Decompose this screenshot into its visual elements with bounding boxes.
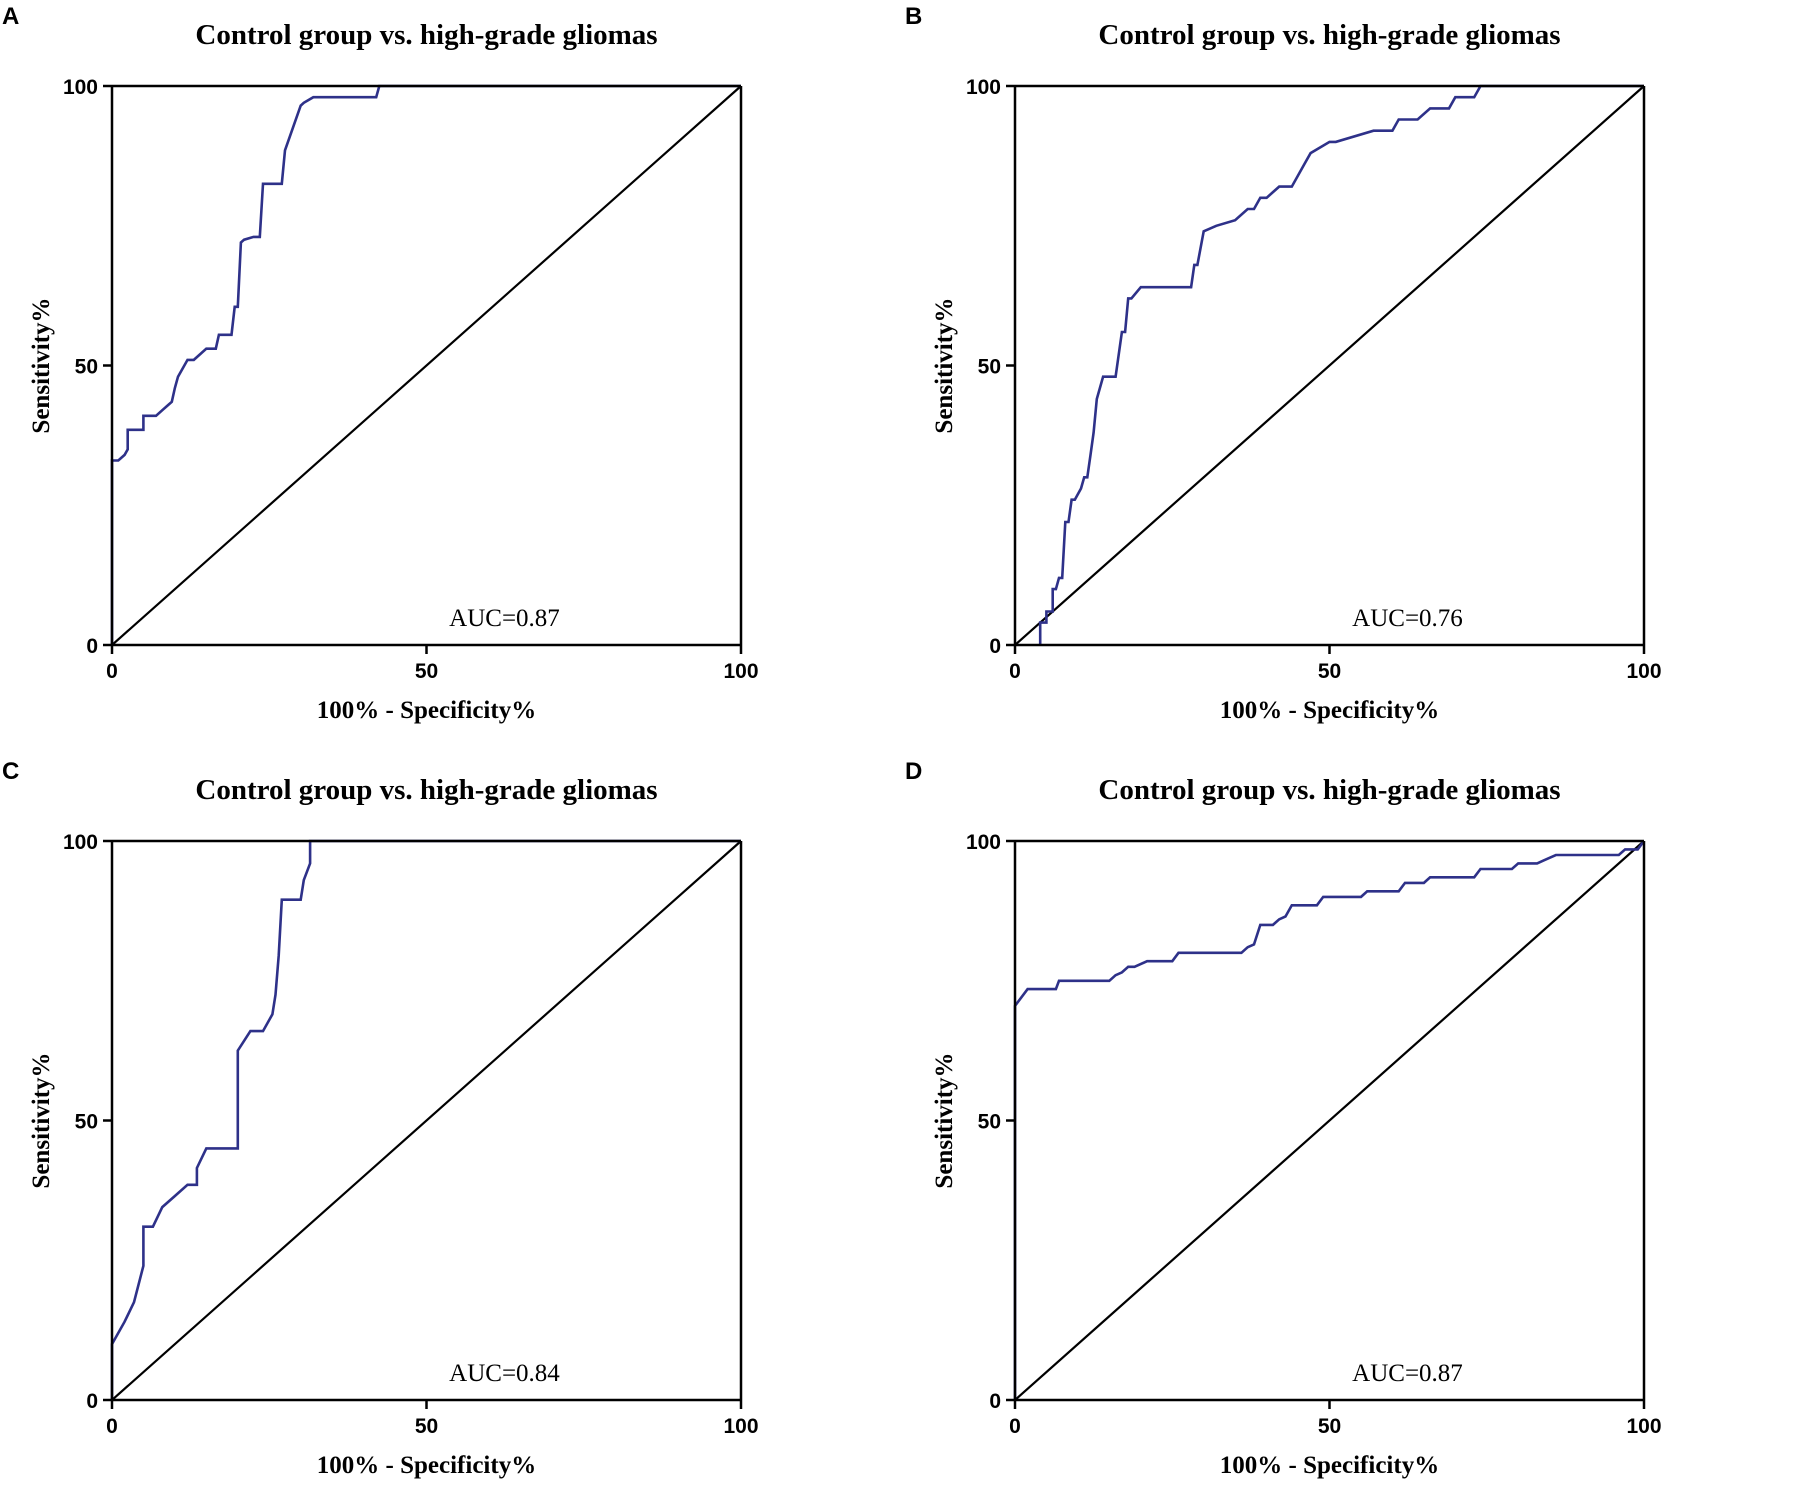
y-axis-label: Sensitivity%: [28, 1052, 55, 1188]
chart-svg: A Control group vs. high-grade gliomas 0 50…: [2, 3, 759, 724]
roc-curve: [1038, 84, 1644, 645]
y-axis-label: Sensitivity%: [931, 297, 958, 433]
reference-diagonal-line: [111, 85, 742, 646]
chart-svg: D Control group vs. high-grade gliomas 0 50…: [905, 758, 1662, 1479]
chart-title: Control group vs. high-grade gliomas: [195, 774, 657, 806]
x-tick-label: 50: [1318, 660, 1341, 683]
roc-curve: [110, 839, 741, 1400]
chart-svg: C Control group vs. high-grade gliomas 0 50…: [2, 758, 759, 1479]
y-tick-label: 100: [966, 76, 1001, 99]
auc-annotation: AUC=0.87: [1352, 1360, 1463, 1387]
chart-panel-d: D Control group vs. high-grade gliomas 0 50…: [903, 755, 1803, 1509]
chart-title: Control group vs. high-grade gliomas: [195, 19, 657, 51]
reference-diagonal-line: [1014, 840, 1645, 1401]
y-tick-label: 0: [86, 1390, 98, 1413]
x-axis-label: 100% - Specificity%: [317, 1452, 536, 1479]
y-tick-label: 100: [63, 831, 98, 854]
roc-curve: [1013, 840, 1646, 1400]
x-tick-label: 100: [1626, 1415, 1661, 1438]
y-tick-label: 50: [978, 356, 1001, 379]
x-axis-label: 100% - Specificity%: [317, 697, 536, 724]
x-tick-label: 50: [1318, 1415, 1341, 1438]
x-tick-label: 100: [723, 660, 758, 683]
chart-title: Control group vs. high-grade gliomas: [1098, 19, 1560, 51]
x-axis-label: 100% - Specificity%: [1220, 697, 1439, 724]
y-tick-label: 0: [86, 635, 98, 658]
x-tick-label: 100: [1626, 660, 1661, 683]
chart-panel-b: B Control group vs. high-grade gliomas 0 50…: [903, 0, 1803, 754]
panel-letter: C: [2, 758, 19, 785]
chart-panel-a: A Control group vs. high-grade gliomas 0 50…: [0, 0, 900, 754]
y-tick-label: 50: [75, 1111, 98, 1134]
chart-title: Control group vs. high-grade gliomas: [1098, 774, 1560, 806]
y-tick-label: 0: [989, 635, 1001, 658]
x-tick-label: 0: [106, 1415, 118, 1438]
x-tick-label: 0: [1009, 1415, 1021, 1438]
x-tick-label: 100: [723, 1415, 758, 1438]
y-tick-label: 100: [966, 831, 1001, 854]
y-tick-label: 100: [63, 76, 98, 99]
reference-diagonal-line: [1014, 85, 1645, 646]
chart-panel-c: C Control group vs. high-grade gliomas 0 50…: [0, 755, 900, 1509]
panel-letter: B: [905, 3, 922, 30]
reference-diagonal-line: [111, 840, 742, 1401]
x-tick-label: 0: [106, 660, 118, 683]
auc-annotation: AUC=0.76: [1352, 605, 1463, 632]
auc-annotation: AUC=0.87: [449, 605, 560, 632]
auc-annotation: AUC=0.84: [449, 1360, 560, 1387]
roc-curve: [110, 84, 741, 645]
x-axis-label: 100% - Specificity%: [1220, 1452, 1439, 1479]
y-axis-label: Sensitivity%: [931, 1052, 958, 1188]
panel-letter: A: [2, 3, 19, 30]
x-tick-label: 0: [1009, 660, 1021, 683]
y-tick-label: 50: [978, 1111, 1001, 1134]
x-tick-label: 50: [415, 1415, 438, 1438]
y-axis-label: Sensitivity%: [28, 297, 55, 433]
y-tick-label: 0: [989, 1390, 1001, 1413]
y-tick-label: 50: [75, 356, 98, 379]
panel-letter: D: [905, 758, 922, 785]
x-tick-label: 50: [415, 660, 438, 683]
chart-svg: B Control group vs. high-grade gliomas 0 50…: [905, 3, 1662, 724]
